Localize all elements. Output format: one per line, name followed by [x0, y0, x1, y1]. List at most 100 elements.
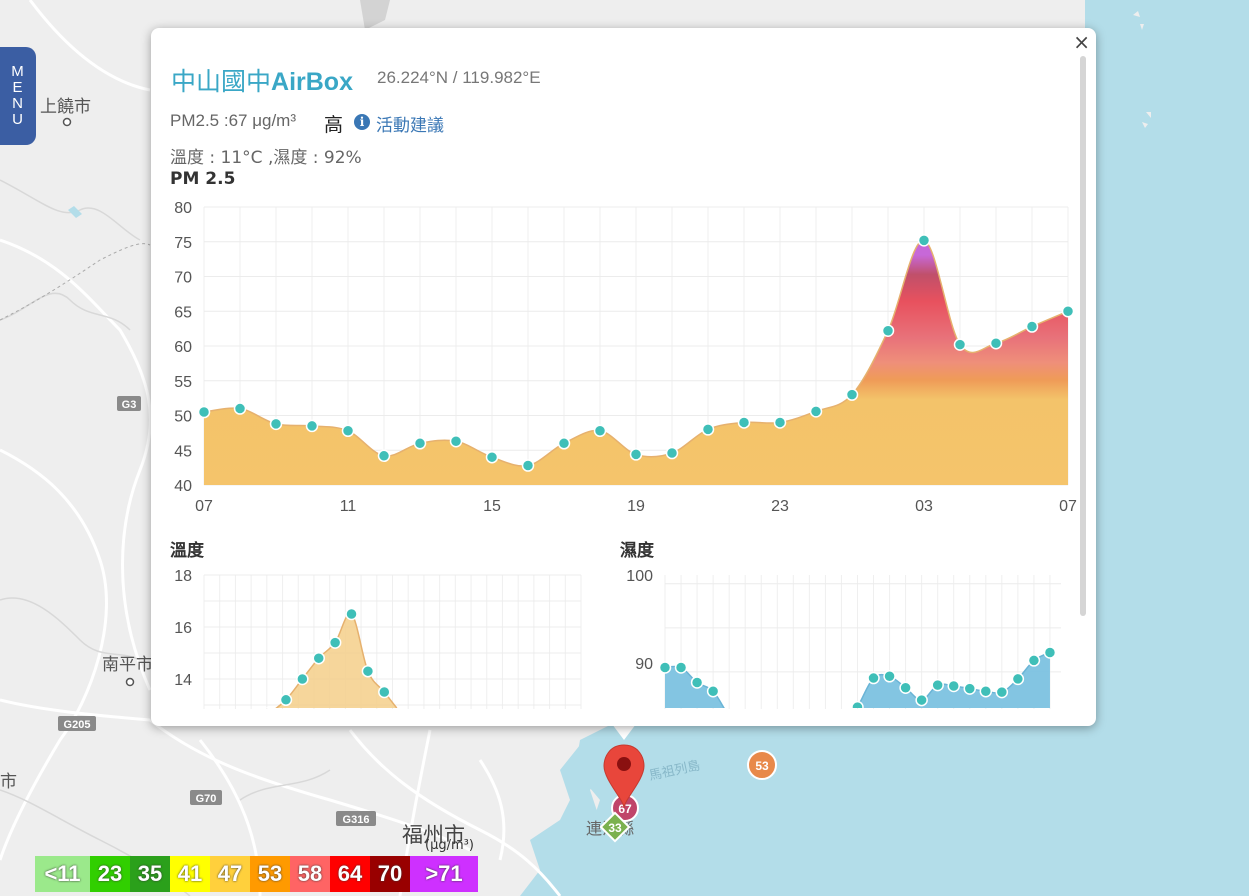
data-point	[361, 664, 375, 678]
data-point	[265, 706, 274, 708]
data-point	[883, 670, 896, 683]
data-point	[809, 405, 823, 418]
road-shield-g70: G70	[196, 793, 217, 805]
legend-unit: (μg/m³)	[425, 838, 474, 853]
pm25-chart-title: PM 2.5	[170, 169, 236, 189]
road-shield-g316: G316	[343, 814, 370, 826]
data-point	[1061, 305, 1075, 318]
legend-item: 47	[210, 856, 250, 892]
activity-advice-link[interactable]: 活動建議	[376, 116, 444, 136]
svg-text:53: 53	[755, 759, 769, 773]
data-point	[979, 685, 993, 698]
data-point	[963, 682, 977, 695]
menu-letter: U	[12, 111, 24, 128]
humidity-chart: 1009080	[626, 568, 1061, 709]
pm25-level: 高	[324, 114, 344, 136]
y-tick-label: 50	[174, 409, 192, 426]
airbox-marker-green[interactable]: 33	[599, 811, 631, 843]
data-point	[658, 661, 672, 674]
x-tick-label: 03	[915, 498, 933, 515]
y-tick-label: 80	[174, 200, 192, 217]
legend-item: 70	[370, 856, 410, 892]
legend-item: 35	[130, 856, 170, 892]
data-point	[701, 423, 715, 436]
data-point	[279, 693, 293, 707]
temperature-chart-title: 溫度	[170, 541, 204, 561]
menu-letter: N	[12, 95, 24, 112]
station-coordinates: 26.224°N / 119.982°E	[377, 68, 541, 87]
data-point	[296, 672, 309, 686]
data-point	[690, 676, 704, 689]
data-point	[341, 424, 355, 438]
legend-item: 53	[250, 856, 290, 892]
road-shield-g205: G205	[64, 719, 91, 731]
data-point	[413, 437, 427, 450]
y-tick-label: 90	[635, 656, 653, 673]
x-tick-label: 23	[771, 498, 789, 515]
y-tick-label: 14	[174, 672, 192, 689]
series-area	[204, 240, 1068, 485]
data-point	[947, 679, 960, 693]
menu-letter: E	[12, 79, 24, 96]
pm25-reading: PM2.5 :67 μg/m³	[170, 111, 297, 130]
x-tick-label: 15	[483, 498, 501, 515]
data-point	[931, 678, 944, 692]
data-point	[989, 336, 1003, 350]
data-point	[953, 338, 967, 351]
data-point	[305, 419, 319, 433]
legend-item: >71	[410, 856, 478, 892]
menu-button[interactable]: M E N U	[0, 47, 36, 145]
popup-scrollbar[interactable]	[1080, 56, 1086, 616]
y-tick-label: 16	[174, 620, 192, 637]
svg-text:33: 33	[608, 821, 622, 835]
data-point	[449, 434, 463, 448]
y-tick-label: 55	[174, 374, 192, 391]
data-point	[396, 706, 405, 708]
legend-item: 64	[330, 856, 370, 892]
data-point	[269, 417, 283, 431]
legend-item: 58	[290, 856, 330, 892]
data-point	[378, 685, 391, 699]
data-point	[899, 681, 912, 694]
legend-item: 23	[90, 856, 130, 892]
data-point	[845, 388, 859, 401]
legend-item: <11	[35, 856, 90, 892]
data-point	[1043, 646, 1057, 659]
y-tick-label: 60	[174, 339, 192, 356]
close-icon[interactable]: ×	[1073, 30, 1090, 54]
data-point	[1027, 654, 1041, 667]
data-point	[197, 405, 211, 419]
station-title: 中山國中AirBox	[171, 62, 353, 98]
data-point	[233, 402, 247, 415]
data-point	[995, 685, 1009, 699]
data-point	[1011, 672, 1025, 686]
data-point	[521, 459, 535, 472]
station-title-en: AirBox	[271, 68, 353, 96]
data-point	[773, 416, 787, 429]
series-area	[276, 613, 397, 708]
menu-letter: M	[11, 63, 25, 80]
y-tick-label: 45	[174, 443, 192, 460]
city-label-shangrao: 上饒市	[40, 97, 91, 117]
x-tick-label: 07	[195, 498, 213, 515]
city-label-fuzhou: 福州市	[402, 823, 465, 847]
data-point	[917, 234, 931, 247]
road-shield-g3: G3	[122, 399, 137, 411]
data-point	[328, 636, 342, 649]
data-point	[1025, 320, 1039, 333]
temperature-chart: 18161412	[174, 568, 582, 709]
map-pin-icon[interactable]	[603, 744, 645, 809]
data-point	[312, 651, 325, 665]
series-line	[275, 612, 398, 708]
info-icon[interactable]: i	[354, 114, 370, 130]
temp-humidity-reading: 溫度 : 11°C ,濕度 : 92%	[170, 148, 362, 168]
airbox-marker-orange[interactable]: 53	[747, 750, 777, 780]
x-tick-label: 07	[1059, 498, 1077, 515]
y-tick-label: 100	[626, 568, 653, 585]
data-point	[881, 324, 895, 337]
data-point	[706, 685, 720, 698]
y-tick-label: 70	[174, 270, 192, 287]
data-point	[851, 700, 864, 708]
station-title-cn: 中山國中	[171, 68, 272, 96]
